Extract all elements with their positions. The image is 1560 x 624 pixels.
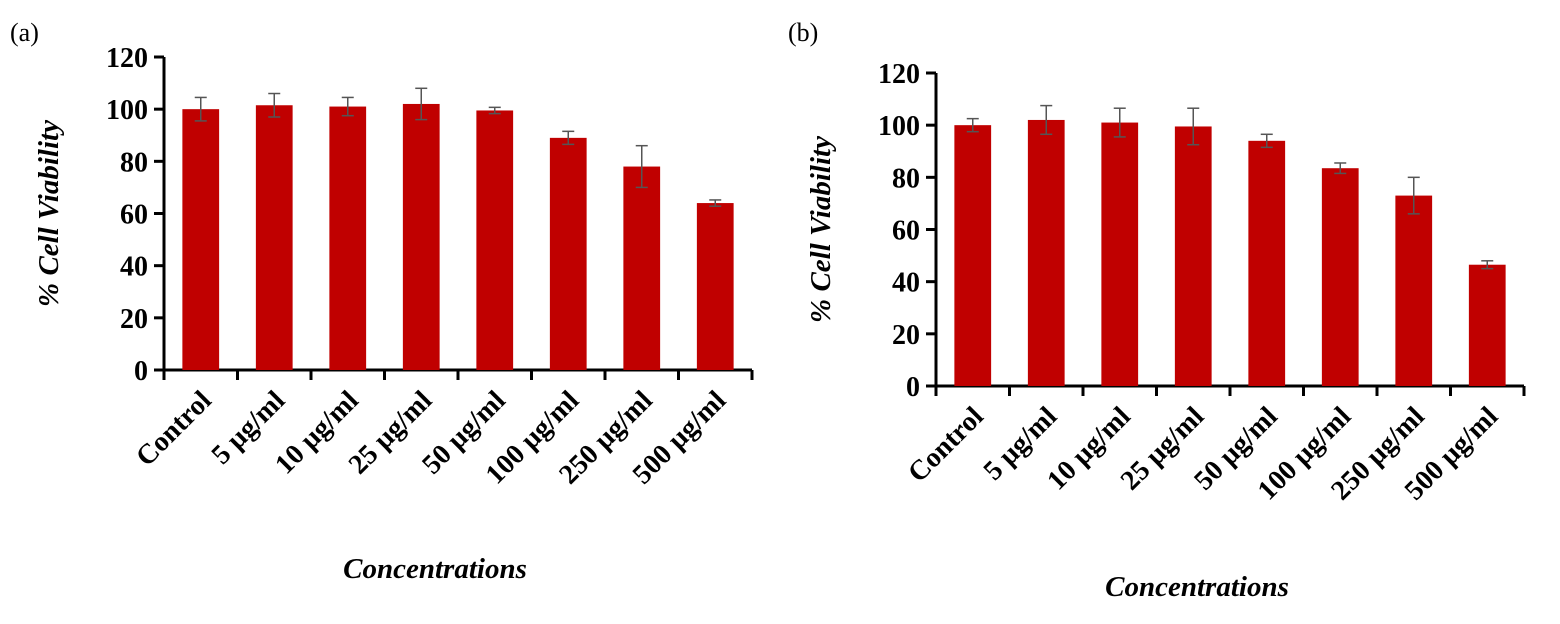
error-bar [268, 92, 281, 118]
error-bar [341, 96, 354, 117]
error-bar [1187, 107, 1200, 146]
y-axis-title: % Cell Viability [805, 136, 837, 323]
bar [1174, 126, 1212, 387]
y-tick-label: 40 [892, 268, 920, 299]
bar [623, 166, 661, 370]
error-bar [1113, 107, 1126, 138]
y-tick-label: 20 [892, 320, 920, 351]
y-tick-label: 80 [120, 147, 148, 178]
panel-label-b: (b) [788, 18, 819, 47]
bar [549, 137, 587, 370]
error-bar [709, 199, 722, 207]
y-tick-label: 80 [892, 163, 920, 194]
error-bar [1481, 260, 1494, 270]
error-bar [1334, 162, 1347, 175]
error-bar [415, 87, 428, 121]
y-tick-label: 60 [120, 200, 148, 231]
y-tick-label: 0 [134, 356, 148, 387]
bar [1248, 140, 1286, 386]
error-bar [966, 117, 979, 133]
bar [1468, 264, 1506, 386]
y-tick-label: 100 [878, 111, 920, 142]
bar [329, 106, 367, 370]
y-tick-label: 60 [892, 216, 920, 247]
bar [1027, 119, 1065, 386]
error-bar [635, 144, 648, 189]
x-category-label: Control [130, 385, 218, 473]
x-axis-title: Concentrations [1105, 571, 1289, 603]
bar [1395, 195, 1433, 386]
x-axis-title: Concentrations [343, 553, 527, 585]
bar [1321, 168, 1359, 386]
y-tick-label: 40 [120, 252, 148, 283]
bar [696, 203, 734, 370]
bar [476, 110, 514, 371]
error-bar [1407, 176, 1420, 215]
error-bar [1260, 133, 1273, 149]
y-tick-label: 0 [906, 372, 920, 403]
error-bar [1040, 104, 1053, 136]
x-category-label: Control [902, 401, 990, 489]
bar [255, 105, 293, 371]
error-bar [562, 130, 575, 146]
y-tick-label: 120 [878, 59, 920, 90]
y-tick-label: 100 [106, 95, 148, 126]
bar [1101, 122, 1139, 386]
bar [182, 109, 220, 371]
error-bar [488, 106, 501, 115]
error-bar [194, 96, 207, 122]
y-axis-title: % Cell Viability [33, 120, 65, 307]
y-tick-label: 20 [120, 304, 148, 335]
bar [402, 103, 440, 370]
panel-label-a: (a) [10, 18, 39, 47]
bar [954, 125, 992, 387]
y-tick-label: 120 [106, 43, 148, 74]
